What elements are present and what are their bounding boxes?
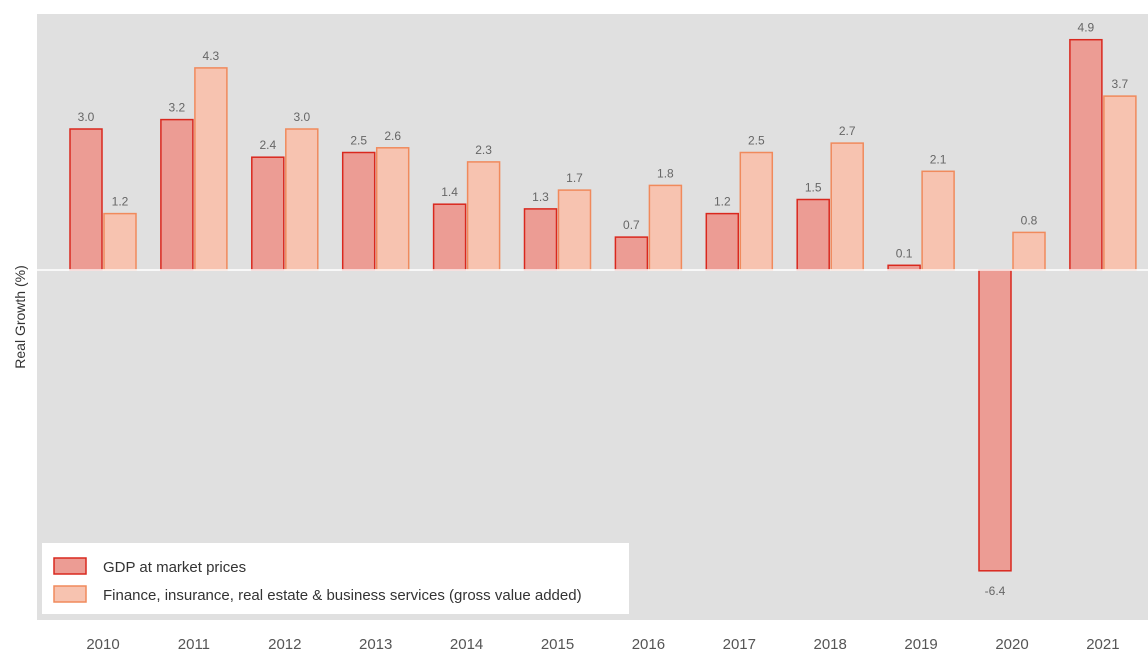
x-tick-label-2013: 2013 — [359, 636, 392, 651]
value-label-finance-2019: 2.1 — [930, 152, 947, 166]
legend-swatch-gdp — [53, 557, 87, 575]
bar-finance-2013 — [375, 147, 410, 271]
value-label-gdp-2011: 3.2 — [169, 101, 186, 115]
x-tick-label-2010: 2010 — [86, 636, 119, 651]
value-label-finance-2014: 2.3 — [475, 143, 492, 157]
x-tick-label-2012: 2012 — [268, 636, 301, 651]
legend-swatch-finance — [53, 585, 87, 603]
value-label-gdp-2010: 3.0 — [78, 110, 95, 124]
bar-finance-2011 — [194, 67, 228, 271]
legend-label-finance: Finance, insurance, real estate & busine… — [103, 587, 582, 604]
x-tick-label-2014: 2014 — [450, 636, 483, 651]
bars-group — [69, 38, 1137, 572]
legend-label-gdp: GDP at market prices — [103, 559, 246, 576]
x-tick-label-2021: 2021 — [1086, 636, 1119, 651]
bar-gdp-2015 — [523, 208, 558, 271]
bar-finance-2021 — [1103, 95, 1137, 271]
value-label-finance-2010: 1.2 — [112, 195, 129, 209]
bar-gdp-2010 — [69, 128, 103, 271]
bar-gdp-2016 — [614, 236, 649, 271]
value-label-finance-2021: 3.7 — [1112, 77, 1129, 91]
value-label-finance-2013: 2.6 — [384, 129, 401, 143]
bar-finance-2015 — [557, 189, 592, 271]
value-label-gdp-2012: 2.4 — [259, 138, 276, 152]
bar-finance-2018 — [830, 142, 864, 271]
bar-finance-2016 — [648, 184, 683, 271]
bar-finance-2019 — [921, 170, 955, 271]
value-label-finance-2020: 0.8 — [1021, 213, 1038, 227]
value-label-gdp-2014: 1.4 — [441, 185, 458, 199]
bar-gdp-2011 — [160, 118, 194, 271]
x-tick-label-2018: 2018 — [814, 636, 847, 651]
value-label-gdp-2015: 1.3 — [532, 190, 549, 204]
value-label-gdp-2013: 2.5 — [350, 134, 367, 148]
legend: GDP at market prices Finance, insurance,… — [42, 543, 629, 614]
bar-finance-2017 — [739, 151, 774, 271]
value-label-gdp-2021: 4.9 — [1078, 21, 1095, 35]
x-tick-label-2015: 2015 — [541, 636, 574, 651]
value-label-finance-2016: 1.8 — [657, 166, 674, 180]
bar-gdp-2021 — [1069, 38, 1103, 271]
bar-gdp-2020 — [978, 269, 1012, 572]
x-tick-label-2016: 2016 — [632, 636, 665, 651]
bar-gdp-2014 — [432, 203, 467, 271]
x-tick-label-2020: 2020 — [995, 636, 1028, 651]
y-axis-title: Real Growth (%) — [12, 265, 28, 368]
value-label-finance-2011: 4.3 — [203, 49, 220, 63]
x-axis-tick-labels: 2010 2011 2012 2013 2014 2015 2016 2017 2018 2019… — [86, 636, 1119, 653]
value-label-finance-2017: 2.5 — [748, 134, 765, 148]
bar-gdp-2018 — [796, 198, 830, 271]
value-label-finance-2012: 3.0 — [293, 110, 310, 124]
bar-finance-2012 — [285, 128, 319, 271]
bar-finance-2020 — [1012, 231, 1046, 271]
value-label-gdp-2018: 1.5 — [805, 181, 822, 195]
value-label-gdp-2019: 0.1 — [896, 246, 913, 260]
legend-background — [42, 543, 629, 614]
value-label-gdp-2017: 1.2 — [714, 195, 731, 209]
value-label-gdp-2020: -6.4 — [985, 584, 1006, 598]
bar-finance-2014 — [466, 161, 501, 271]
bar-gdp-2013 — [341, 151, 376, 271]
x-tick-label-2019: 2019 — [904, 636, 937, 651]
bar-gdp-2017 — [705, 212, 740, 271]
value-label-finance-2018: 2.7 — [839, 124, 856, 138]
x-tick-label-2017: 2017 — [723, 636, 756, 651]
bar-finance-2010 — [103, 212, 137, 271]
value-labels: 3.0 1.2 3.2 4.3 2.4 3.0 2.5 2.6 1.4 2.3 1.3 1.7 0.7 1… — [78, 21, 1129, 598]
value-label-finance-2015: 1.7 — [566, 171, 583, 185]
bar-gdp-2012 — [251, 156, 285, 271]
value-label-gdp-2016: 0.7 — [623, 218, 640, 232]
x-tick-label-2011: 2011 — [178, 636, 210, 651]
